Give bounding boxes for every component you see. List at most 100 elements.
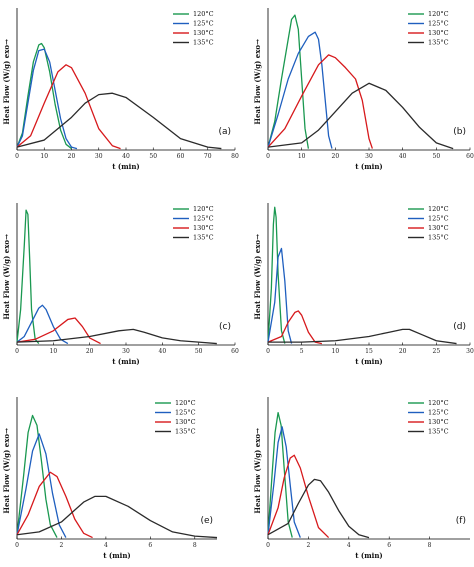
x-tick-label: 6 xyxy=(148,542,152,549)
x-tick-label: 30 xyxy=(95,153,103,160)
series-line-135c xyxy=(16,92,222,150)
x-tick-label: 10 xyxy=(50,348,58,355)
panel-letter: (c) xyxy=(219,322,231,332)
x-tick-label: 20 xyxy=(68,153,76,160)
x-tick-label: 30 xyxy=(122,348,130,355)
panel-2: 0 10 20 30 40 50 60 t (min) Heat Flow (W/g) exo→… xyxy=(253,8,474,171)
legend-label: 135°C xyxy=(193,234,214,242)
x-tick-label: 10 xyxy=(40,153,48,160)
series-line-125c xyxy=(16,433,67,538)
legend-label: 125°C xyxy=(175,409,196,417)
x-tick-label: 60 xyxy=(466,153,474,160)
x-tick-label: 4 xyxy=(347,542,351,549)
legend-label: 125°C xyxy=(428,215,449,223)
series-line-125c xyxy=(16,48,78,150)
y-axis-label: Heat Flow (W/g) exo→ xyxy=(2,428,11,514)
x-tick-label: 20 xyxy=(86,348,94,355)
x-tick-label: 40 xyxy=(122,153,130,160)
x-tick-label: 20 xyxy=(332,153,340,160)
panel-letter: (e) xyxy=(200,516,213,526)
x-axis-label: t (min) xyxy=(112,357,139,366)
legend-label: 130°C xyxy=(175,418,196,426)
x-tick-label: 50 xyxy=(195,348,203,355)
x-tick-label: 8 xyxy=(193,542,197,549)
panel-4: 0 5 10 15 20 25 30 t (min) Heat Flow (W/g) exo→ 1… xyxy=(253,203,474,366)
x-axis-label: t (min) xyxy=(355,357,382,366)
series-line-125c xyxy=(16,304,69,345)
legend-label: 125°C xyxy=(428,409,449,417)
x-tick-label: 0 xyxy=(266,153,270,160)
legend-label: 120°C xyxy=(428,205,449,213)
x-tick-label: 5 xyxy=(300,348,304,355)
x-tick-label: 40 xyxy=(399,153,407,160)
y-axis-label: Heat Flow (W/g) exo→ xyxy=(2,39,11,125)
legend-label: 135°C xyxy=(428,39,449,47)
panel-letter: (f) xyxy=(456,516,466,526)
x-tick-label: 4 xyxy=(104,542,108,549)
legend-label: 135°C xyxy=(193,39,214,47)
x-tick-label: 8 xyxy=(428,542,432,549)
legend-label: 120°C xyxy=(193,205,214,213)
panel-6: 0 2 4 6 8 t (min) Heat Flow (W/g) exo→ 120°C 125… xyxy=(253,397,470,560)
x-tick-label: 50 xyxy=(433,153,441,160)
x-axis-label: t (min) xyxy=(355,162,382,171)
series-line-130c xyxy=(16,471,93,539)
series-line-125c xyxy=(267,426,301,538)
series-line-130c xyxy=(267,54,373,149)
legend-label: 120°C xyxy=(193,10,214,18)
legend-label: 130°C xyxy=(428,224,449,232)
legend-label: 120°C xyxy=(428,10,449,18)
legend-label: 135°C xyxy=(428,234,449,242)
legend-label: 130°C xyxy=(428,29,449,37)
series-line-130c xyxy=(267,310,323,345)
series-line-120c xyxy=(267,411,293,538)
series-line-130c xyxy=(16,64,121,150)
x-tick-label: 60 xyxy=(231,348,239,355)
x-tick-label: 10 xyxy=(298,153,306,160)
x-tick-label: 2 xyxy=(306,542,310,549)
x-axis-label: t (min) xyxy=(112,162,139,171)
legend-label: 125°C xyxy=(428,20,449,28)
panel-letter: (a) xyxy=(218,127,231,137)
x-tick-label: 80 xyxy=(231,153,239,160)
x-tick-label: 0 xyxy=(15,542,19,549)
series-line-120c xyxy=(16,209,40,345)
legend-label: 135°C xyxy=(175,428,196,436)
series-line-135c xyxy=(16,495,218,539)
series-line-120c xyxy=(16,414,58,538)
legend-label: 125°C xyxy=(193,20,214,28)
y-axis-label: Heat Flow (W/g) exo→ xyxy=(2,234,11,320)
legend-label: 130°C xyxy=(193,29,214,37)
legend-label: 130°C xyxy=(193,224,214,232)
series-line-135c xyxy=(268,328,457,345)
x-tick-label: 10 xyxy=(332,348,340,355)
x-tick-label: 60 xyxy=(177,153,185,160)
x-tick-label: 20 xyxy=(399,348,407,355)
x-tick-label: 0 xyxy=(15,153,19,160)
x-tick-label: 30 xyxy=(466,348,474,355)
panel-letter: (d) xyxy=(453,322,466,332)
series-line-135c xyxy=(267,478,370,539)
x-tick-label: 0 xyxy=(15,348,19,355)
legend-label: 135°C xyxy=(428,428,449,436)
series-line-120c xyxy=(267,206,286,344)
y-axis-label: Heat Flow (W/g) exo→ xyxy=(253,428,262,514)
legend-label: 120°C xyxy=(175,399,196,407)
x-tick-label: 2 xyxy=(60,542,64,549)
panel-5: 0 2 4 6 8 t (min) Heat Flow (W/g) exo→ 120°C 125… xyxy=(2,397,218,560)
panel-1: 0 10 20 30 40 50 60 70 80 t (min) Heat Flow (W/g) … xyxy=(2,8,239,171)
x-tick-label: 25 xyxy=(433,348,441,355)
x-tick-label: 50 xyxy=(149,153,157,160)
legend-label: 120°C xyxy=(428,399,449,407)
panel-letter: (b) xyxy=(453,127,466,137)
series-line-135c xyxy=(16,328,217,345)
x-tick-label: 0 xyxy=(266,542,270,549)
panel-3: 0 10 20 30 40 50 60 t (min) Heat Flow (W/g) exo→… xyxy=(2,203,239,366)
x-tick-label: 70 xyxy=(204,153,212,160)
x-tick-label: 40 xyxy=(159,348,167,355)
x-axis-label: t (min) xyxy=(355,551,382,560)
series-line-120c xyxy=(16,42,72,150)
legend-label: 125°C xyxy=(193,215,214,223)
